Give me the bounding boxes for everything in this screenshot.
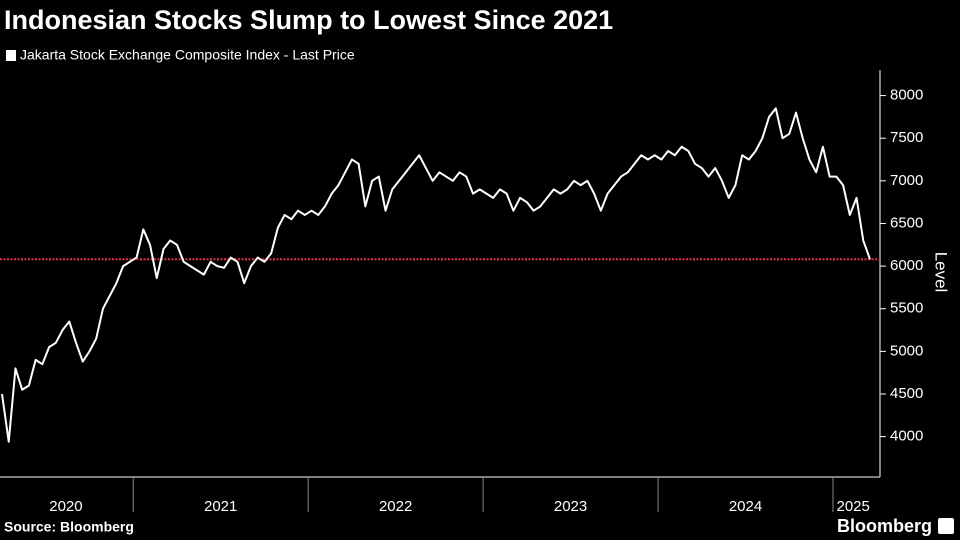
x-tick-label: 2023: [554, 498, 587, 515]
x-tick-label: 2024: [729, 498, 762, 515]
y-tick-label: 7500: [890, 129, 923, 146]
y-tick-label: 4000: [890, 428, 923, 445]
source: Source: Bloomberg: [4, 519, 134, 535]
series-line: [1, 107, 871, 443]
y-tick-label: 5500: [890, 300, 923, 317]
brand: Bloomberg: [837, 516, 932, 536]
y-tick-label: 4500: [890, 385, 923, 402]
y-tick-label: 8000: [890, 87, 923, 104]
x-tick-label: 2022: [379, 498, 412, 515]
brand-icon: [938, 518, 954, 534]
legend-label: Jakarta Stock Exchange Composite Index -…: [20, 47, 355, 63]
y-tick-label: 7000: [890, 172, 923, 189]
chart-title: Indonesian Stocks Slump to Lowest Since …: [4, 5, 613, 35]
x-tick-label: 2025: [836, 498, 869, 515]
y-tick-label: 6500: [890, 214, 923, 231]
y-tick-label: 6000: [890, 257, 923, 274]
x-tick-label: 2021: [204, 498, 237, 515]
y-axis-label: Level: [932, 252, 951, 293]
legend-swatch: [6, 50, 16, 61]
x-tick-label: 2020: [49, 498, 82, 515]
y-tick-label: 5000: [890, 342, 923, 359]
